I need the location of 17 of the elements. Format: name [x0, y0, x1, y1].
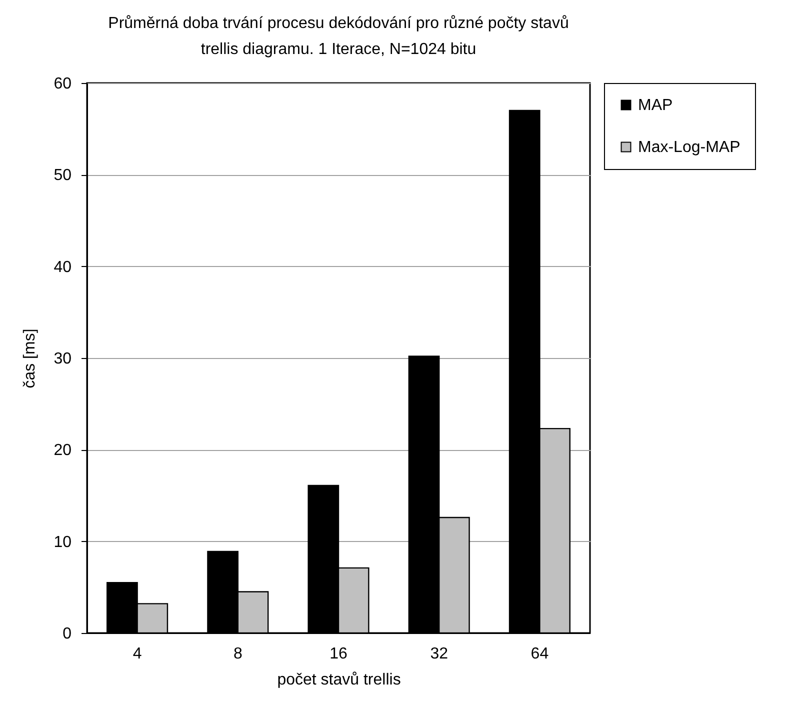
y-tick-label: 0 [62, 626, 72, 642]
y-tick-label: 60 [54, 76, 72, 92]
y-tick-label: 50 [54, 167, 72, 184]
x-tick-label: 4 [132, 646, 142, 662]
x-axis-title: počet stavů trellis [277, 672, 401, 688]
y-axis-title: čas [ms] [22, 328, 39, 388]
x-tick-label: 64 [530, 646, 549, 662]
legend-label: Max-Log-MAP [638, 139, 740, 156]
x-tick-label: 8 [233, 646, 242, 662]
y-tick-label: 20 [54, 442, 72, 460]
y-tick-label: 30 [54, 350, 72, 368]
chart-title: Průměrná doba trvání procesu dekódování pro různé počty stavů trellis diagramu. 1 Iterace, N=1024 bitu [108, 15, 569, 58]
x-tick-label: 32 [430, 646, 448, 662]
y-tick-label: 40 [54, 258, 72, 276]
x-tick-label: 16 [330, 646, 348, 662]
legend-label: MAP [638, 97, 673, 114]
y-tick-label: 10 [54, 534, 72, 551]
